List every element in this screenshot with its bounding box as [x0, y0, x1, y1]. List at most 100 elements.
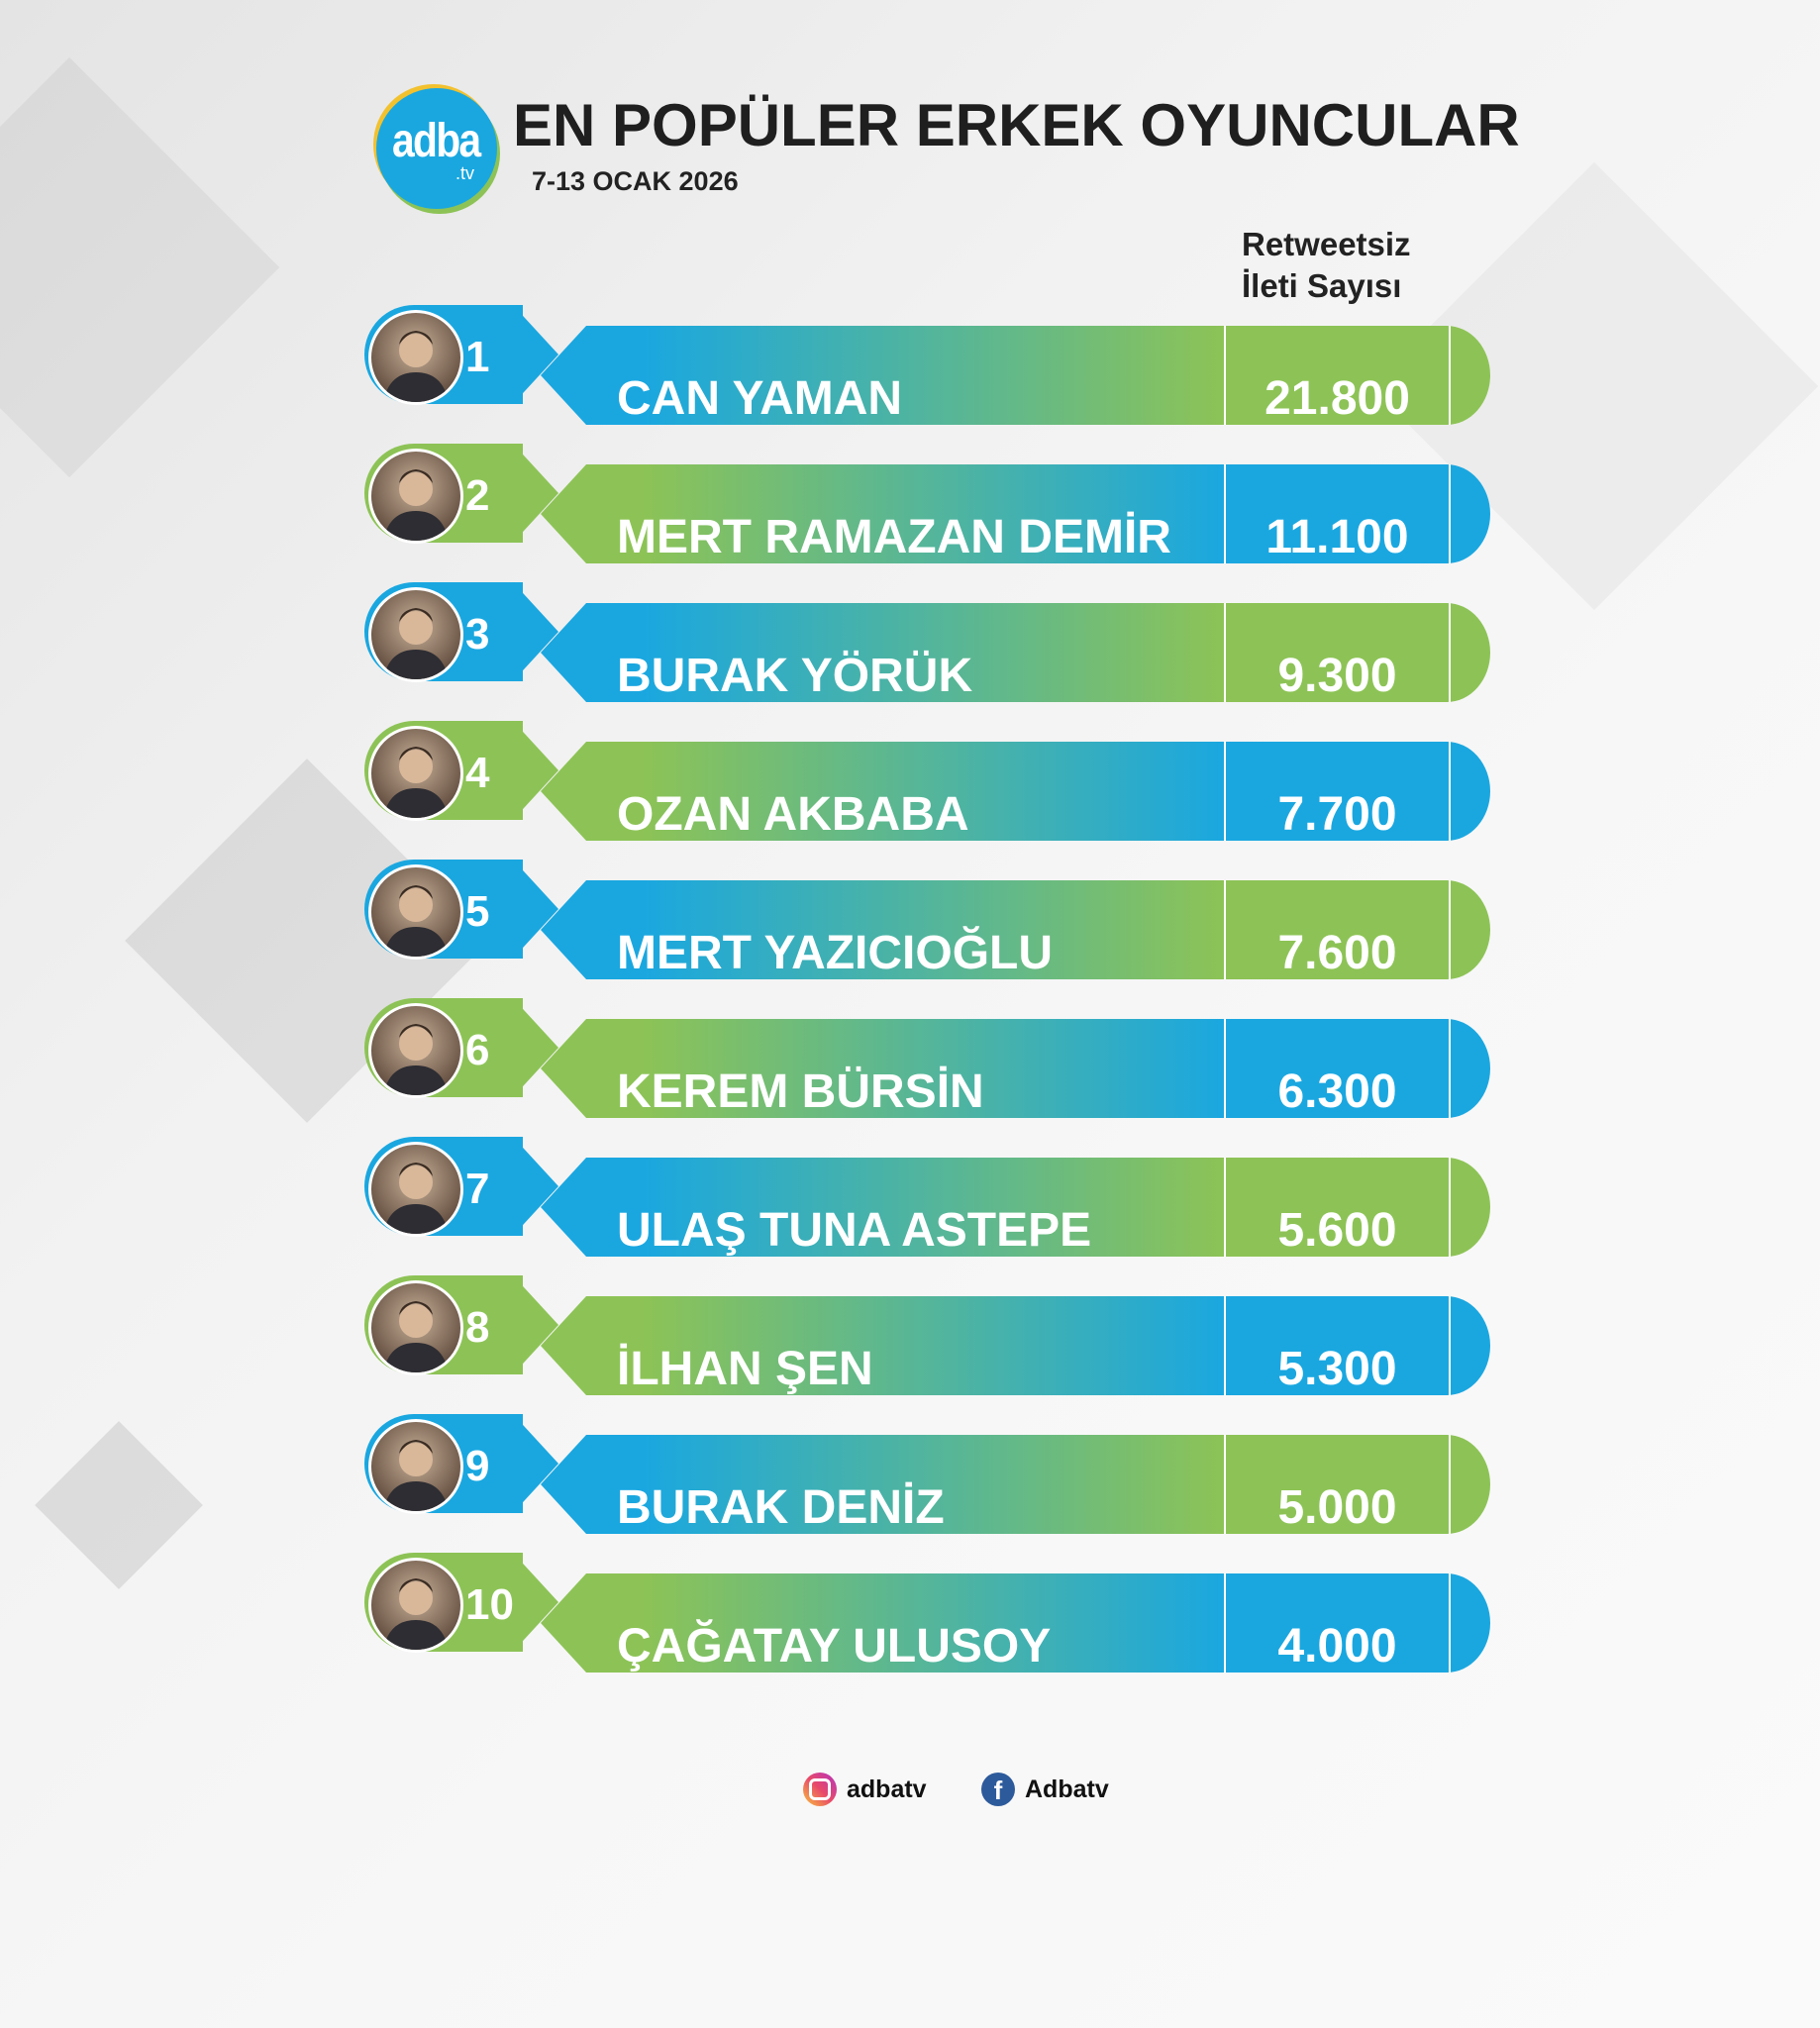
- actor-name: MERT YAZICIOĞLU: [617, 927, 1054, 979]
- name-band: [541, 742, 1224, 841]
- post-count: 5.300: [1277, 1343, 1397, 1395]
- ranking-row: 3 BURAK YÖRÜK 9.300: [0, 582, 1820, 721]
- rank-number: 9: [465, 1442, 490, 1490]
- post-count: 21.800: [1264, 372, 1410, 425]
- actor-photo: [368, 310, 463, 405]
- actor-photo: [368, 864, 463, 960]
- actor-photo: [368, 1003, 463, 1098]
- end-cap: [1451, 326, 1490, 425]
- rank-number: 4: [465, 749, 490, 797]
- column-heading: Retweetsiz İleti Sayısı: [1242, 224, 1411, 307]
- end-cap: [1451, 880, 1490, 979]
- post-count: 6.300: [1277, 1065, 1397, 1118]
- actor-photo: [368, 1142, 463, 1237]
- actor-name: ÇAĞATAY ULUSOY: [617, 1620, 1052, 1673]
- actor-name: İLHAN ŞEN: [617, 1343, 873, 1395]
- value-cell: [1226, 880, 1449, 979]
- actor-photo: [368, 587, 463, 682]
- end-cap: [1451, 1158, 1490, 1257]
- ranking-bar: [541, 1019, 1490, 1118]
- ranking-row: 1 CAN YAMAN 21.800: [0, 305, 1820, 444]
- ranking-row: 6 KEREM BÜRSİN 6.300: [0, 998, 1820, 1137]
- post-count: 7.600: [1277, 927, 1397, 979]
- post-count: 4.000: [1277, 1620, 1397, 1673]
- name-band: [541, 1019, 1224, 1118]
- end-cap: [1451, 464, 1490, 563]
- facebook-icon: f: [981, 1773, 1015, 1806]
- actor-name: OZAN AKBABA: [617, 788, 969, 841]
- name-band: [541, 1158, 1224, 1257]
- actor-photo: [368, 1419, 463, 1514]
- rank-number: 1: [465, 333, 490, 381]
- ranking-bar: [541, 880, 1490, 979]
- name-band: [541, 1435, 1224, 1534]
- ranking-row: 10 ÇAĞATAY ULUSOY 4.000: [0, 1553, 1820, 1691]
- ranking-bar: [541, 1435, 1490, 1534]
- rank-number: 8: [465, 1303, 490, 1352]
- end-cap: [1451, 603, 1490, 702]
- post-count: 11.100: [1265, 511, 1409, 563]
- actor-name: KEREM BÜRSİN: [617, 1065, 984, 1118]
- column-heading-line1: Retweetsiz: [1242, 226, 1411, 262]
- actor-name: BURAK DENİZ: [617, 1481, 945, 1534]
- rank-number: 6: [465, 1026, 490, 1074]
- instagram-link[interactable]: adbatv: [803, 1773, 927, 1806]
- logo-text: adba: [392, 115, 481, 167]
- ranking-row: 5 MERT YAZICIOĞLU 7.600: [0, 860, 1820, 998]
- rank-number: 2: [465, 471, 490, 520]
- actor-name: ULAŞ TUNA ASTEPE: [617, 1204, 1092, 1257]
- ranking-row: 9 BURAK DENİZ 5.000: [0, 1414, 1820, 1553]
- column-heading-line2: İleti Sayısı: [1242, 267, 1402, 304]
- ranking-bar: [541, 326, 1490, 425]
- facebook-link[interactable]: f Adbatv: [981, 1773, 1109, 1806]
- ranking-row: 4 OZAN AKBABA 7.700: [0, 721, 1820, 860]
- post-count: 5.600: [1277, 1204, 1397, 1257]
- instagram-handle: adbatv: [847, 1774, 927, 1803]
- ranking-bar: [541, 464, 1490, 563]
- post-count: 7.700: [1277, 788, 1397, 841]
- end-cap: [1451, 1435, 1490, 1534]
- ranking-row: 8 İLHAN ŞEN 5.300: [0, 1275, 1820, 1414]
- name-band: [541, 464, 1224, 563]
- value-cell: [1226, 326, 1449, 425]
- rank-number: 5: [465, 887, 490, 936]
- ranking-bar: [541, 1573, 1490, 1673]
- ranking-row: 7 ULAŞ TUNA ASTEPE 5.600: [0, 1137, 1820, 1275]
- ranking-bar: [541, 603, 1490, 702]
- value-cell: [1226, 1296, 1449, 1395]
- ranking-row: 2 MERT RAMAZAN DEMİR 11.100: [0, 444, 1820, 582]
- rank-number: 10: [465, 1580, 514, 1629]
- date-range: 7-13 OCAK 2026: [532, 166, 739, 196]
- instagram-icon: [803, 1773, 837, 1806]
- name-band: [541, 880, 1224, 979]
- value-cell: [1226, 464, 1449, 563]
- actor-photo: [368, 1558, 463, 1653]
- ranking-bar: [541, 1296, 1490, 1395]
- actor-photo: [368, 1280, 463, 1375]
- actor-name: CAN YAMAN: [617, 372, 903, 425]
- ranking-bar: [541, 742, 1490, 841]
- end-cap: [1451, 742, 1490, 841]
- actor-name: MERT RAMAZAN DEMİR: [617, 511, 1171, 563]
- ranking-bar: [541, 1158, 1490, 1257]
- name-band: [541, 326, 1224, 425]
- post-count: 5.000: [1277, 1481, 1397, 1534]
- actor-photo: [368, 449, 463, 544]
- logo-subtext: .tv: [455, 163, 475, 183]
- value-cell: [1226, 1019, 1449, 1118]
- post-count: 9.300: [1277, 650, 1397, 702]
- rank-number: 7: [465, 1165, 490, 1213]
- name-band: [541, 1296, 1224, 1395]
- end-cap: [1451, 1019, 1490, 1118]
- facebook-handle: Adbatv: [1025, 1774, 1109, 1803]
- rank-number: 3: [465, 610, 490, 659]
- value-cell: [1226, 1573, 1449, 1673]
- end-cap: [1451, 1573, 1490, 1673]
- name-band: [541, 603, 1224, 702]
- value-cell: [1226, 603, 1449, 702]
- actor-name: BURAK YÖRÜK: [617, 650, 973, 702]
- adbatv-logo: adba .tv: [376, 88, 497, 209]
- value-cell: [1226, 1435, 1449, 1534]
- value-cell: [1226, 1158, 1449, 1257]
- name-band: [541, 1573, 1224, 1673]
